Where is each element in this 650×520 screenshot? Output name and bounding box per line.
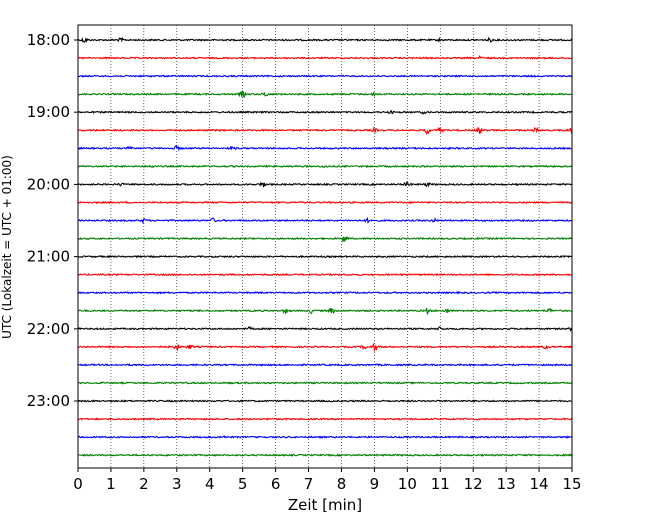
x-axis-label: Zeit [min] bbox=[288, 496, 362, 514]
y-tick-label: 23:00 bbox=[27, 392, 70, 410]
x-tick-label: 1 bbox=[106, 475, 116, 493]
seismogram-trace bbox=[77, 254, 573, 259]
x-tick-label: 4 bbox=[205, 475, 215, 493]
x-axis-ticks: 0 1 2 3 4 5 6 7 8 9 10 11 12 13 14 15 bbox=[73, 468, 582, 493]
seismogram-trace bbox=[77, 326, 573, 332]
x-tick-label: 2 bbox=[139, 475, 149, 493]
x-tick-label: 9 bbox=[370, 475, 380, 493]
seismogram-trace bbox=[77, 144, 573, 152]
seismogram-trace bbox=[77, 90, 573, 99]
seismogram-traces bbox=[77, 36, 573, 457]
y-tick-label: 21:00 bbox=[27, 248, 70, 266]
y-tick-label: 18:00 bbox=[27, 31, 70, 49]
seismogram-trace bbox=[77, 342, 573, 353]
seismogram-trace bbox=[77, 181, 573, 188]
seismogram-trace bbox=[77, 216, 573, 225]
seismogram-trace bbox=[77, 453, 573, 457]
x-tick-label: 8 bbox=[337, 475, 347, 493]
x-tick-label: 15 bbox=[562, 475, 581, 493]
seismogram-trace bbox=[77, 290, 573, 295]
vertical-grid-lines bbox=[110, 25, 540, 468]
seismogram-trace bbox=[77, 381, 573, 385]
x-tick-label: 0 bbox=[73, 475, 83, 493]
seismogram-trace bbox=[77, 36, 573, 44]
plot-frame bbox=[77, 24, 573, 469]
seismogram-trace bbox=[77, 272, 573, 277]
seismogram-trace bbox=[77, 55, 573, 60]
seismogram-trace bbox=[77, 417, 573, 421]
seismogram-trace bbox=[77, 236, 573, 243]
y-tick-label: 19:00 bbox=[27, 103, 70, 121]
y-tick-label: 20:00 bbox=[27, 175, 70, 193]
seismogram-trace bbox=[77, 435, 573, 439]
seismogram-trace bbox=[77, 74, 573, 78]
seismogram-trace bbox=[77, 109, 573, 115]
seismogram-trace bbox=[77, 164, 573, 169]
x-tick-label: 10 bbox=[398, 475, 417, 493]
seismogram-trace bbox=[77, 399, 573, 403]
x-tick-label: 7 bbox=[304, 475, 314, 493]
seismogram-trace bbox=[77, 200, 573, 205]
seismogram-trace bbox=[77, 126, 573, 135]
seismogram-trace bbox=[77, 363, 573, 367]
x-tick-label: 11 bbox=[431, 475, 450, 493]
x-tick-label: 5 bbox=[238, 475, 248, 493]
x-tick-label: 6 bbox=[271, 475, 281, 493]
x-tick-label: 14 bbox=[530, 475, 549, 493]
y-tick-label: 22:00 bbox=[27, 320, 70, 338]
y-axis-ticks: 18:00 19:00 20:00 21:00 22:00 23:00 bbox=[27, 31, 78, 410]
x-tick-label: 13 bbox=[497, 475, 516, 493]
x-tick-label: 3 bbox=[172, 475, 182, 493]
x-tick-label: 12 bbox=[464, 475, 483, 493]
y-axis-label: UTC (Lokalzeit = UTC + 01:00) bbox=[0, 155, 14, 339]
seismogram-trace bbox=[77, 307, 573, 316]
